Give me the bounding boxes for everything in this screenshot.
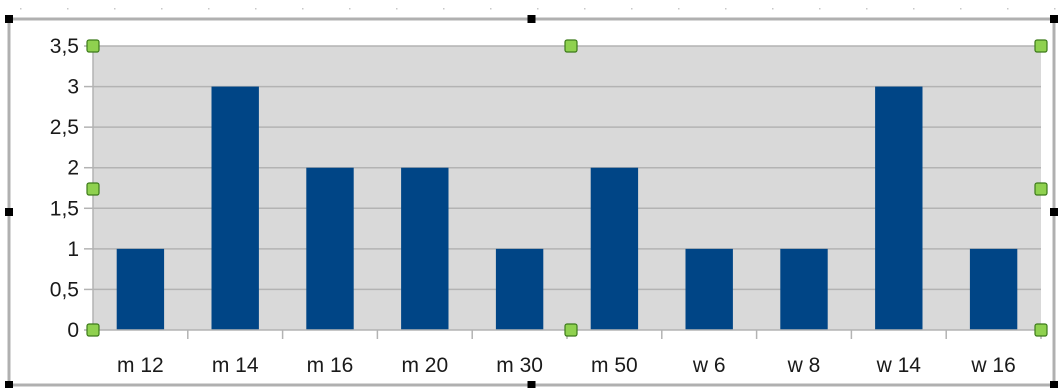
frame-resize-handle[interactable]: [1050, 381, 1058, 388]
x-tick-label: m 14: [212, 354, 259, 377]
plot-selection-handle[interactable]: [564, 323, 578, 337]
x-tick-label: m 20: [401, 354, 448, 377]
y-tick-label: 1,5: [50, 197, 79, 220]
ruler-dot: [1054, 8, 1056, 10]
x-tick-label: m 30: [496, 354, 543, 377]
y-tick-label: 2: [67, 157, 79, 180]
ruler-dot: [396, 8, 398, 10]
ruler-dot: [114, 8, 116, 10]
ruler-dot: [678, 8, 680, 10]
ruler-dot: [866, 8, 868, 10]
ruler-dot: [302, 8, 304, 10]
ruler-dot: [161, 8, 163, 10]
x-axis-tick-labels: m 12 m 14 m 16 m 20 m 30 m 50 w 6 w 8 w 14 w 16: [117, 354, 1016, 377]
ruler-dots: [20, 8, 1056, 10]
plot-selection-handle[interactable]: [1034, 39, 1048, 53]
plot-selection-handle[interactable]: [1034, 182, 1048, 196]
frame-handles[interactable]: [5, 15, 1058, 388]
frame-resize-handle[interactable]: [527, 15, 536, 23]
x-tick-label: w 14: [876, 354, 922, 377]
frame-resize-handle[interactable]: [5, 208, 13, 216]
ruler-dot: [772, 8, 774, 10]
ruler-dot: [208, 8, 210, 10]
plot-selection-handle[interactable]: [86, 323, 100, 337]
ruler-dot: [631, 8, 633, 10]
ruler-dot: [913, 8, 915, 10]
frame-resize-handle[interactable]: [1050, 208, 1058, 216]
frame-resize-handle[interactable]: [527, 381, 536, 388]
x-tick-label: w 16: [970, 354, 1015, 377]
plot-selection-handle[interactable]: [564, 39, 578, 53]
frame-resize-handle[interactable]: [1050, 15, 1058, 23]
bar-m-12[interactable]: [116, 248, 165, 330]
y-tick-label: 1: [67, 238, 79, 261]
bar-w-6[interactable]: [685, 248, 733, 330]
ruler-dot: [255, 8, 257, 10]
bar-m-30[interactable]: [495, 248, 544, 330]
bar-m-50[interactable]: [590, 167, 639, 330]
bar-m-16[interactable]: [306, 167, 354, 330]
ruler-dot: [819, 8, 821, 10]
x-tick-label: w 6: [692, 354, 726, 377]
bar-m-20[interactable]: [401, 167, 449, 330]
bar-w-8[interactable]: [780, 248, 828, 330]
x-tick-label: m 12: [117, 354, 164, 377]
y-tick-label: 0: [67, 319, 79, 342]
bars: [116, 86, 1018, 330]
y-axis-tick-labels: 0 0,5 1 1,5 2 2,5 3 3,5: [50, 35, 79, 342]
ruler-dot: [537, 8, 539, 10]
ruler-dot: [1007, 8, 1009, 10]
frame-resize-handle[interactable]: [5, 381, 13, 388]
plot-selection-handle[interactable]: [86, 39, 100, 53]
y-tick-label: 3: [67, 76, 79, 99]
frame-resize-handle[interactable]: [5, 15, 13, 23]
bar-w-16[interactable]: [969, 248, 1018, 330]
x-tick-label: w 8: [787, 354, 821, 377]
plot-selection-handle[interactable]: [86, 182, 100, 196]
y-tick-label: 3,5: [50, 35, 79, 58]
x-tick-label: m 16: [307, 354, 354, 377]
y-tick-label: 0,5: [50, 278, 79, 301]
y-tick-label: 2,5: [50, 116, 79, 139]
ruler-dot: [490, 8, 492, 10]
ruler-dot: [584, 8, 586, 10]
ruler-dot: [67, 8, 69, 10]
ruler-dot: [960, 8, 962, 10]
bar-w-14[interactable]: [875, 86, 923, 330]
selection-handles[interactable]: [86, 39, 1048, 337]
ruler-dot: [349, 8, 351, 10]
x-tick-label: m 50: [591, 354, 638, 377]
plot-selection-handle[interactable]: [1034, 323, 1048, 337]
bar-m-14[interactable]: [211, 86, 259, 330]
ruler-dot: [443, 8, 445, 10]
ruler-dot: [20, 8, 22, 10]
ruler-dot: [725, 8, 727, 10]
